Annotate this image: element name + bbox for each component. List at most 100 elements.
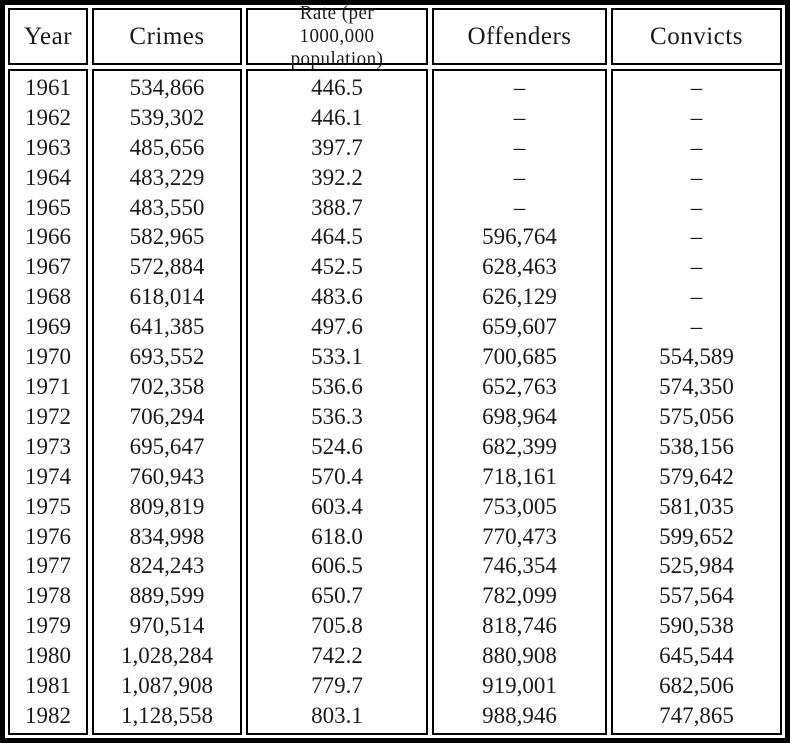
column-values-convicts: – – – – – – – – – 554,589 574,350 575,056 538,156 579… <box>611 69 782 735</box>
cell-offenders-1980: 880,908 <box>482 643 557 669</box>
cell-offenders-1971: 652,763 <box>482 374 557 400</box>
cell-crimes-1964: 483,229 <box>129 164 205 190</box>
cell-year-1971: 1971 <box>25 374 71 400</box>
cell-offenders-1964: – <box>513 164 526 190</box>
cell-convicts-1972: 575,056 <box>659 403 734 429</box>
cell-convicts-1982: 747,865 <box>659 702 734 728</box>
cell-offenders-1969: 659,607 <box>482 314 557 340</box>
column-header-convicts: Convicts <box>611 8 782 65</box>
cell-year-1965: 1965 <box>25 194 71 220</box>
cell-convicts-1976: 599,652 <box>659 523 734 549</box>
cell-year-1979: 1979 <box>25 613 71 639</box>
cell-year-1966: 1966 <box>25 224 71 250</box>
cell-rate-1964: 392.2 <box>311 164 363 190</box>
cell-offenders-1976: 770,473 <box>482 523 557 549</box>
cell-rate-1961: 446.5 <box>311 74 363 100</box>
cell-offenders-1968: 626,129 <box>482 284 557 310</box>
column-header-rate-label: Rate (per 1000,000 population) <box>290 2 384 70</box>
cell-rate-1979: 705.8 <box>311 613 363 639</box>
cell-offenders-1977: 746,354 <box>482 553 557 579</box>
cell-crimes-1963: 485,656 <box>129 134 205 160</box>
cell-crimes-1966: 582,965 <box>129 224 205 250</box>
cell-year-1964: 1964 <box>25 164 71 190</box>
cell-crimes-1961: 534,866 <box>129 74 205 100</box>
cell-convicts-1961: – <box>690 74 703 100</box>
cell-offenders-1970: 700,685 <box>482 344 557 370</box>
cell-convicts-1968: – <box>690 284 703 310</box>
cell-convicts-1969: – <box>690 314 703 340</box>
cell-crimes-1979: 970,514 <box>129 613 205 639</box>
cell-convicts-1978: 557,564 <box>659 583 734 609</box>
cell-year-1967: 1967 <box>25 254 71 280</box>
cell-crimes-1974: 760,943 <box>129 463 205 489</box>
cell-offenders-1973: 682,399 <box>482 433 557 459</box>
column-header-rate: Rate (per 1000,000 population) <box>246 2 428 70</box>
cell-crimes-1980: 1,028,284 <box>121 643 213 669</box>
cell-year-1963: 1963 <box>25 134 71 160</box>
cell-offenders-1961: – <box>513 74 526 100</box>
cell-offenders-1966: 596,764 <box>482 224 557 250</box>
cell-offenders-1979: 818,746 <box>482 613 557 639</box>
cell-rate-1971: 536.6 <box>311 374 363 400</box>
cell-convicts-1980: 645,544 <box>659 643 734 669</box>
cell-convicts-1966: – <box>690 224 703 250</box>
cell-offenders-1963: – <box>513 134 526 160</box>
column-header-crimes: Crimes <box>92 8 242 65</box>
cell-crimes-1973: 695,647 <box>129 433 205 459</box>
cell-year-1980: 1980 <box>25 643 71 669</box>
cell-rate-1972: 536.3 <box>311 403 363 429</box>
cell-offenders-1981: 919,001 <box>482 673 557 699</box>
cell-year-1975: 1975 <box>25 493 71 519</box>
cell-crimes-1976: 834,998 <box>129 523 205 549</box>
cell-crimes-1968: 618,014 <box>129 284 205 310</box>
cell-convicts-1970: 554,589 <box>659 344 734 370</box>
cell-rate-1966: 464.5 <box>311 224 363 250</box>
column-values-rate: 446.5 446.1 397.7 392.2 388.7 464.5 452.5 483.6… <box>246 69 428 735</box>
column-values-crimes: 534,866 539,302 485,656 483,229 483,550 582,9… <box>92 69 242 735</box>
cell-convicts-1974: 579,642 <box>659 463 734 489</box>
cell-crimes-1972: 706,294 <box>129 403 205 429</box>
cell-rate-1963: 397.7 <box>311 134 363 160</box>
cell-convicts-1965: – <box>690 194 703 220</box>
cell-crimes-1969: 641,385 <box>129 314 205 340</box>
cell-crimes-1962: 539,302 <box>129 104 205 130</box>
cell-rate-1974: 570.4 <box>311 463 363 489</box>
cell-crimes-1965: 483,550 <box>129 194 205 220</box>
cell-rate-1980: 742.2 <box>311 643 363 669</box>
cell-year-1968: 1968 <box>25 284 71 310</box>
cell-crimes-1982: 1,128,558 <box>121 702 213 728</box>
cell-rate-1968: 483.6 <box>311 284 363 310</box>
cell-rate-1969: 497.6 <box>311 314 363 340</box>
cell-rate-1978: 650.7 <box>311 583 363 609</box>
cell-convicts-1964: – <box>690 164 703 190</box>
cell-convicts-1967: – <box>690 254 703 280</box>
cell-year-1972: 1972 <box>25 403 71 429</box>
cell-offenders-1975: 753,005 <box>482 493 557 519</box>
cell-year-1981: 1981 <box>25 673 71 699</box>
column-values-year: 1961 1962 1963 1964 1965 1966 1967 1968 1969 1970… <box>8 69 88 735</box>
cell-offenders-1962: – <box>513 104 526 130</box>
cell-year-1974: 1974 <box>25 463 71 489</box>
table-grid: Year Crimes Rate (per 1000,000 populatio… <box>8 2 782 735</box>
cell-rate-1967: 452.5 <box>311 254 363 280</box>
column-header-crimes-label: Crimes <box>129 22 205 50</box>
cell-offenders-1967: 628,463 <box>482 254 557 280</box>
cell-crimes-1971: 702,358 <box>129 374 205 400</box>
cell-convicts-1975: 581,035 <box>659 493 734 519</box>
cell-crimes-1975: 809,819 <box>129 493 205 519</box>
cell-rate-1977: 606.5 <box>311 553 363 579</box>
cell-year-1982: 1982 <box>25 702 71 728</box>
cell-year-1969: 1969 <box>25 314 71 340</box>
cell-crimes-1981: 1,087,908 <box>121 673 213 699</box>
cell-convicts-1963: – <box>690 134 703 160</box>
cell-crimes-1978: 889,599 <box>129 583 205 609</box>
cell-rate-1973: 524.6 <box>311 433 363 459</box>
cell-year-1976: 1976 <box>25 523 71 549</box>
cell-rate-1975: 603.4 <box>311 493 363 519</box>
cell-convicts-1973: 538,156 <box>659 433 734 459</box>
cell-year-1973: 1973 <box>25 433 71 459</box>
cell-year-1977: 1977 <box>25 553 71 579</box>
cell-year-1978: 1978 <box>25 583 71 609</box>
cell-convicts-1979: 590,538 <box>659 613 734 639</box>
